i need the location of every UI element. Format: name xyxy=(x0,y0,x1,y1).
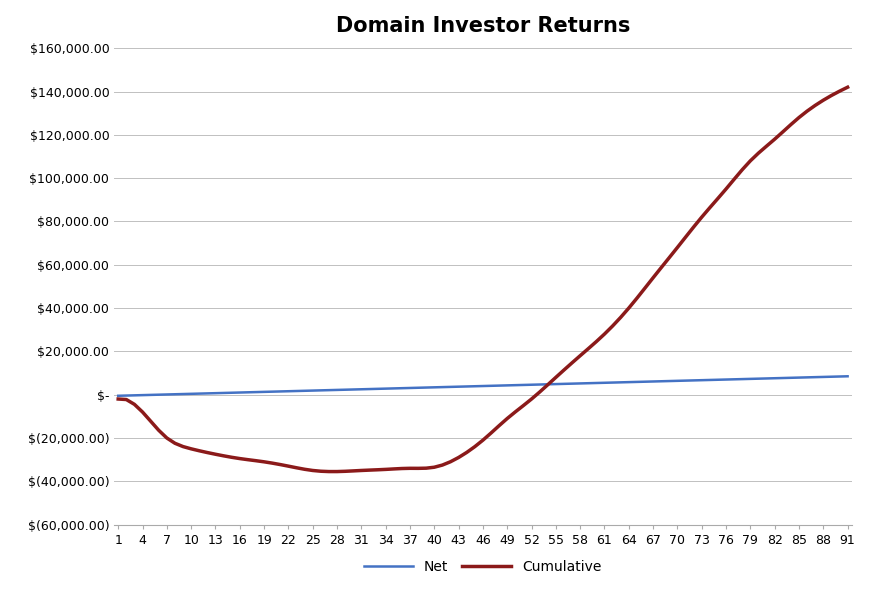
Net xyxy=(825,373,836,380)
Net xyxy=(841,373,852,380)
Cumulative xyxy=(202,449,212,456)
Cumulative xyxy=(825,92,836,99)
Cumulative xyxy=(113,396,124,403)
Line: Cumulative: Cumulative xyxy=(118,87,846,472)
Line: Net: Net xyxy=(118,376,846,396)
Cumulative xyxy=(282,463,293,470)
Title: Domain Investor Returns: Domain Investor Returns xyxy=(335,16,630,36)
Cumulative xyxy=(736,166,746,173)
Cumulative xyxy=(324,468,334,475)
Net xyxy=(202,390,212,397)
Net xyxy=(817,373,828,380)
Net xyxy=(299,387,310,394)
Cumulative xyxy=(833,87,844,95)
Cumulative xyxy=(841,84,852,91)
Net xyxy=(728,376,738,383)
Legend: Net, Cumulative: Net, Cumulative xyxy=(359,555,606,579)
Net xyxy=(113,392,124,399)
Net xyxy=(282,388,293,395)
Cumulative xyxy=(299,466,310,473)
